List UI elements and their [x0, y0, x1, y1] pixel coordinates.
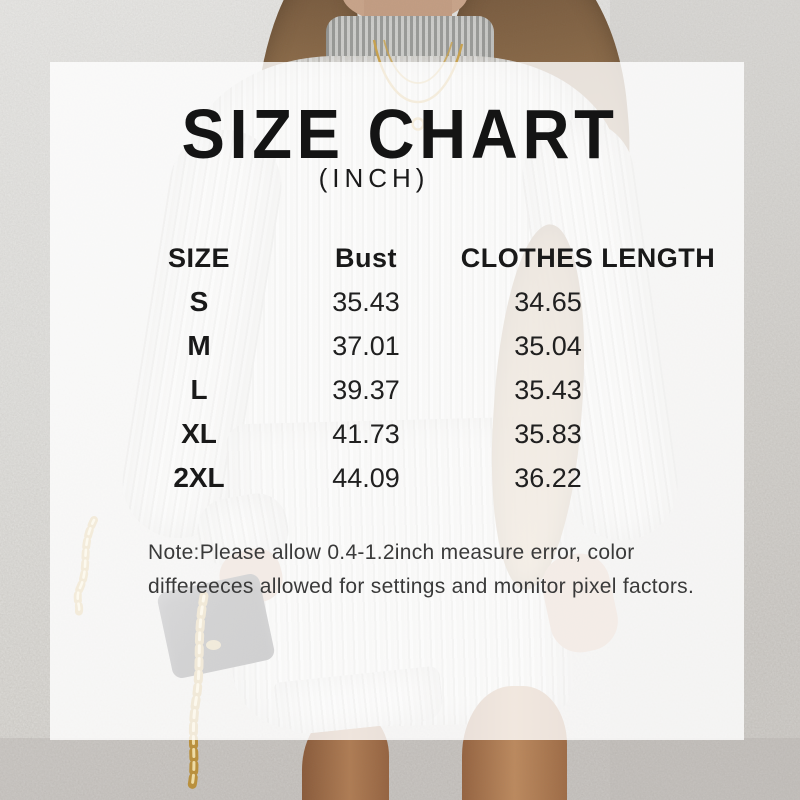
- bust-value-2xl: 44.09: [332, 462, 400, 493]
- bust-value-xl: 41.73: [332, 418, 400, 449]
- clothes-length-value-2xl: 36.22: [514, 462, 582, 493]
- unit-label: (INCH): [318, 163, 430, 193]
- note-line-1: Note:Please allow 0.4-1.2inch measure er…: [148, 541, 635, 564]
- size-label-2xl: 2XL: [173, 462, 225, 493]
- bust-value-m: 37.01: [332, 330, 400, 361]
- clothes-length-value-m: 35.04: [514, 330, 582, 361]
- size-table: SIZE Bust CLOTHES LENGTH S 35.43 34.65 M…: [88, 236, 716, 500]
- size-label-l: L: [190, 374, 208, 405]
- size-label-m: M: [187, 330, 211, 361]
- page-title: SIZE CHART: [181, 95, 619, 173]
- note-line-2: differeeces allowed for settings and mon…: [148, 574, 695, 598]
- bust-value-l: 39.37: [332, 374, 400, 405]
- column-header-size: SIZE: [167, 242, 230, 273]
- clothes-length-value-xl: 35.83: [514, 418, 582, 449]
- clothes-length-value-s: 34.65: [514, 286, 582, 317]
- size-label-s: S: [189, 286, 209, 317]
- column-header-clothes-length: CLOTHES LENGTH: [460, 242, 716, 273]
- clothes-length-value-l: 35.43: [514, 374, 582, 405]
- column-header-bust: Bust: [335, 242, 397, 273]
- bust-value-s: 35.43: [332, 286, 400, 317]
- size-label-xl: XL: [181, 418, 217, 449]
- note-text: Note:Please allow 0.4-1.2inch measure er…: [148, 536, 728, 603]
